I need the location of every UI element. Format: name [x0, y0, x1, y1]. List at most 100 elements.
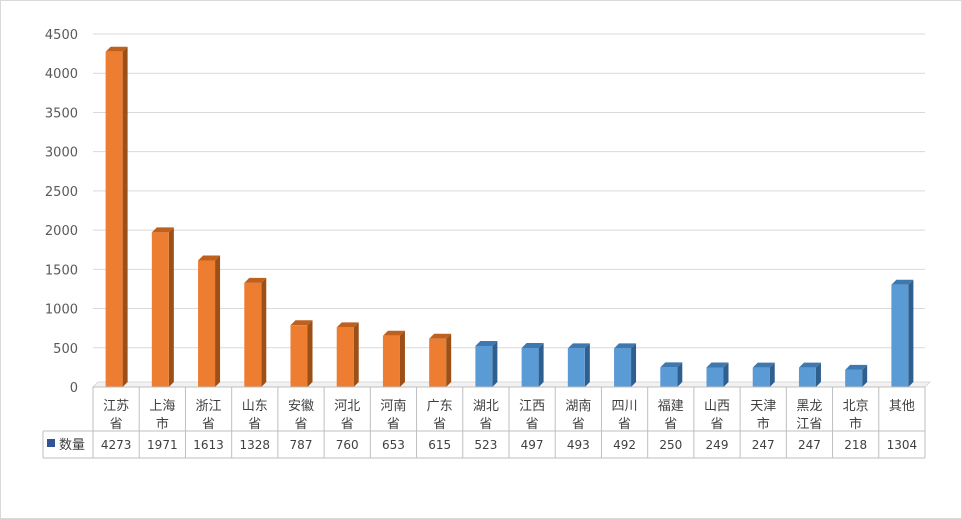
x-category-label: 省	[710, 417, 723, 432]
bar-side	[215, 255, 221, 387]
bar-side	[584, 343, 590, 387]
x-category-label: 福建	[658, 399, 684, 414]
bar-front	[660, 367, 678, 387]
bar	[429, 333, 452, 387]
data-table-value: 523	[474, 438, 497, 452]
bar-top	[845, 364, 868, 370]
bar-front	[475, 345, 493, 387]
x-category-label: 湖北	[473, 399, 499, 414]
bar-side	[399, 330, 405, 387]
x-category-label: 安徽	[288, 399, 314, 414]
bar-front	[198, 260, 216, 387]
data-table-value: 787	[290, 438, 313, 452]
x-category-label: 省	[110, 417, 123, 432]
bar-top	[798, 362, 821, 368]
bar	[475, 340, 498, 387]
y-tick-label: 1500	[45, 263, 78, 278]
bar-top	[521, 343, 544, 349]
data-table-value: 615	[428, 438, 451, 452]
bar	[105, 46, 128, 388]
data-table-value: 1328	[240, 438, 271, 452]
bar-top	[244, 277, 267, 283]
y-tick-label: 3500	[45, 106, 78, 121]
bar-side	[492, 340, 498, 387]
x-category-label: 浙江	[196, 399, 222, 414]
data-table-value: 497	[521, 438, 544, 452]
y-tick-label: 4000	[45, 67, 78, 82]
bar-side	[168, 227, 174, 387]
data-table-value: 493	[567, 438, 590, 452]
x-category-label: 省	[572, 417, 585, 432]
bar-top	[614, 343, 637, 349]
x-category-label: 山西	[704, 399, 730, 414]
y-tick-label: 1000	[45, 303, 78, 318]
bar-top	[151, 227, 174, 233]
bar	[151, 227, 174, 387]
bar	[521, 343, 544, 387]
bar-side	[815, 362, 821, 387]
bar-top	[891, 279, 914, 285]
bar-front	[521, 348, 539, 387]
bar-side	[122, 46, 128, 388]
y-tick-label: 3000	[45, 146, 78, 161]
bar-top	[336, 322, 359, 328]
bar-top	[475, 340, 498, 346]
bar-side	[631, 343, 637, 387]
x-category-label: 省	[618, 417, 631, 432]
x-category-label: 省	[526, 417, 539, 432]
data-table-value: 760	[336, 438, 359, 452]
data-table-value: 249	[706, 438, 729, 452]
x-category-label: 其他	[889, 399, 915, 414]
bar-side	[261, 277, 267, 387]
bar-top	[706, 362, 729, 368]
data-table-value: 247	[798, 438, 821, 452]
bar-top	[105, 46, 128, 52]
bar	[660, 362, 683, 387]
data-table-value: 492	[613, 438, 636, 452]
data-table-value: 653	[382, 438, 405, 452]
x-category-label: 北京	[843, 399, 869, 414]
bar-side	[307, 320, 313, 387]
legend-key	[47, 439, 55, 447]
x-category-label: 黑龙	[796, 399, 822, 414]
data-table-value: 250	[659, 438, 682, 452]
x-category-label: 湖南	[565, 398, 591, 414]
bar-front	[290, 325, 308, 387]
x-category-label: 上海	[149, 399, 175, 414]
x-category-label: 河南	[380, 398, 406, 414]
bar-front	[614, 348, 632, 387]
x-category-label: 江苏	[103, 398, 129, 414]
x-category-label: 河北	[334, 399, 360, 414]
bar	[614, 343, 637, 387]
data-table-value: 4273	[101, 438, 132, 452]
data-table	[42, 386, 926, 459]
bar	[290, 320, 313, 387]
bar-front	[151, 232, 169, 387]
y-tick-label: 4500	[45, 28, 78, 43]
bar-front	[105, 51, 123, 388]
bar-front	[798, 367, 816, 387]
x-category-label: 省	[294, 417, 307, 432]
data-table-value: 1971	[147, 438, 178, 452]
y-tick-label: 500	[53, 342, 78, 357]
x-category-label: 四川	[612, 399, 638, 414]
bar	[798, 362, 821, 387]
x-category-label: 市	[757, 416, 770, 432]
bar	[752, 362, 775, 387]
legend-series-name: 数量	[59, 438, 85, 453]
y-tick-label: 2000	[45, 224, 78, 239]
bar-top	[752, 362, 775, 368]
x-category-label: 省	[341, 417, 354, 432]
data-table-value: 247	[752, 438, 775, 452]
bar-front	[336, 327, 354, 387]
bar	[198, 255, 221, 387]
bar-top	[290, 320, 313, 326]
bar-side	[908, 279, 914, 387]
bar-side	[723, 362, 729, 387]
bar-top	[382, 330, 405, 336]
bar-front	[845, 369, 863, 387]
bar	[567, 343, 590, 387]
bar	[706, 362, 729, 387]
bar-top	[429, 333, 452, 339]
